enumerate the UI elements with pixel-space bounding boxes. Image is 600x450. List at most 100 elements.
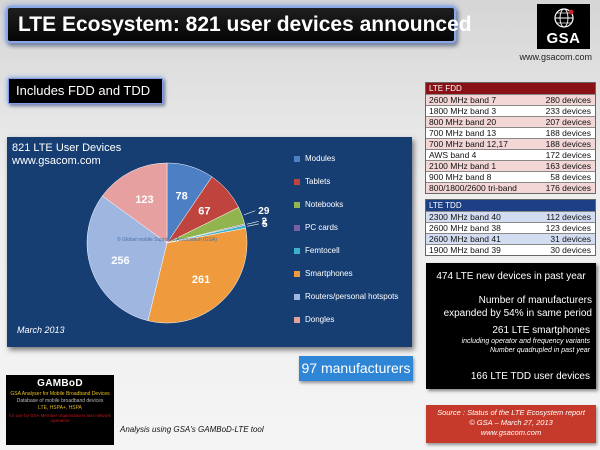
legend-swatch xyxy=(294,224,300,231)
legend-swatch xyxy=(294,270,300,277)
fdd-row: 800 MHz band 20 207 devices xyxy=(426,116,595,127)
globe-icon xyxy=(553,8,574,28)
tdd-count: 30 devices xyxy=(550,245,591,255)
legend-item: Notebooks xyxy=(294,193,412,216)
chart-subtitle: www.gsacom.com xyxy=(12,155,101,167)
fdd-table-header: LTE FDD xyxy=(426,83,595,94)
logo-text: GSA xyxy=(546,30,581,47)
fdd-tdd-badge: Includes FDD and TDD xyxy=(8,78,163,104)
chart-watermark: © Global mobile Suppliers Association (G… xyxy=(117,236,217,243)
fdd-band: 900 MHz band 8 xyxy=(429,172,492,182)
fdd-count: 233 devices xyxy=(545,106,591,116)
fdd-count: 188 devices xyxy=(545,128,591,138)
fdd-band: 2600 MHz band 7 xyxy=(429,95,497,105)
tdd-row: 2600 MHz band 41 31 devices xyxy=(426,233,595,244)
tdd-band: 2600 MHz band 41 xyxy=(429,234,501,244)
gambod-line3: LTE, HSPA+, HSPA xyxy=(38,405,82,411)
legend-item: Routers/personal hotspots xyxy=(294,285,412,308)
fdd-band: 800 MHz band 20 xyxy=(429,117,497,127)
legend-item: Modules xyxy=(294,147,412,170)
fdd-count: 207 devices xyxy=(545,117,591,127)
tdd-band: 2300 MHz band 40 xyxy=(429,212,501,222)
stats-box: 474 LTE new devices in past year Number … xyxy=(426,263,596,389)
pie-slice-smartphones xyxy=(147,227,248,324)
fdd-row: 700 MHz band 13 188 devices xyxy=(426,127,595,138)
lte-tdd-table: LTE TDD 2300 MHz band 40 112 devices 2600 … xyxy=(425,199,596,256)
chart-title: 821 LTE User Devices xyxy=(12,142,122,154)
legend-label: Tablets xyxy=(305,177,331,186)
fdd-row: 700 MHz band 12,17 188 devices xyxy=(426,138,595,149)
fdd-band: 2100 MHz band 1 xyxy=(429,161,497,171)
legend-item: Smartphones xyxy=(294,262,412,285)
pie-value-label: 256 xyxy=(111,255,129,267)
fdd-count: 163 devices xyxy=(545,161,591,171)
tdd-row: 1900 MHz band 39 30 devices xyxy=(426,244,595,255)
legend-label: Routers/personal hotspots xyxy=(305,292,399,301)
fdd-row: 900 MHz band 8 58 devices xyxy=(426,171,595,182)
legend-swatch xyxy=(294,293,300,300)
legend-item: Femtocell xyxy=(294,239,412,262)
fdd-row: 1800 MHz band 3 233 devices xyxy=(426,105,595,116)
stat-smartphones-note2: Number quadrupled in past year xyxy=(489,347,590,354)
tdd-count: 123 devices xyxy=(545,223,591,233)
pie-value-label: 123 xyxy=(135,194,153,206)
pie-slice-routers-personal-hotspots xyxy=(86,195,168,321)
tdd-count: 112 devices xyxy=(546,212,591,222)
pie-value-label: 67 xyxy=(198,205,210,217)
fdd-band: 1800 MHz band 3 xyxy=(429,106,497,116)
page-title: LTE Ecosystem: 821 user devices announce… xyxy=(6,6,472,43)
source-website: www.gsacom.com xyxy=(480,428,542,437)
fdd-band: 700 MHz band 13 xyxy=(429,128,497,138)
fdd-row: 2100 MHz band 1 163 devices xyxy=(426,160,595,171)
tdd-count: 31 devices xyxy=(550,234,591,244)
fdd-count: 188 devices xyxy=(545,139,591,149)
fdd-count: 280 devices xyxy=(545,95,591,105)
legend-label: PC cards xyxy=(305,223,338,232)
legend-label: Smartphones xyxy=(305,269,353,278)
legend-label: Notebooks xyxy=(305,200,344,209)
gambod-logo: GAMBoD GSA Analyser for Mobile Broadband… xyxy=(6,375,114,445)
tdd-table-header: LTE TDD xyxy=(426,200,595,211)
gambod-line1: GSA Analyser for Mobile Broadband Device… xyxy=(10,391,110,397)
tdd-row: 2300 MHz band 40 112 devices xyxy=(426,211,595,222)
stat-smartphones-note: including operator and frequency variant… xyxy=(461,338,590,345)
fdd-row: AWS band 4 172 devices xyxy=(426,149,595,160)
gambod-line4: for use by GSA Member organisations and … xyxy=(9,413,111,423)
source-line: Source : Status of the LTE Ecosystem rep… xyxy=(437,408,585,417)
source-copyright: © GSA – March 27, 2013 xyxy=(469,418,553,427)
fdd-count: 176 devices xyxy=(545,183,591,193)
gambod-title: GAMBoD xyxy=(37,378,83,389)
manufacturers-badge: 97 manufacturers xyxy=(299,356,413,381)
pie-leader-line xyxy=(246,221,259,225)
pie-value-label: 5 xyxy=(262,219,268,230)
stat-tdd-devices: 166 LTE TDD user devices xyxy=(470,371,590,382)
legend-swatch xyxy=(294,201,300,208)
tdd-row: 2600 MHz band 38 123 devices xyxy=(426,222,595,233)
legend-swatch xyxy=(294,247,300,254)
pie-leader-line xyxy=(243,210,256,216)
gambod-line2: Database of mobile broadband devices xyxy=(16,398,104,404)
legend-label: Dongles xyxy=(305,315,335,324)
legend-swatch xyxy=(294,316,300,323)
pie-value-label: 29 xyxy=(258,206,270,217)
fdd-band: 700 MHz band 12,17 xyxy=(429,139,508,149)
fdd-band: 800/1800/2600 tri-band xyxy=(429,183,517,193)
lte-fdd-table: LTE FDD 2600 MHz band 7 280 devices 1800 M… xyxy=(425,82,596,194)
fdd-row: 800/1800/2600 tri-band 176 devices xyxy=(426,182,595,193)
source-box: Source : Status of the LTE Ecosystem rep… xyxy=(426,405,596,443)
pie-chart-panel: 78 67 29 2 5 261 256 123 © Global mobile Suppli… xyxy=(7,137,412,347)
legend-label: Modules xyxy=(305,154,336,163)
chart-legend: Modules Tablets Notebooks PC cards Femtocell… xyxy=(294,147,412,331)
pie-value-label: 78 xyxy=(175,191,187,203)
tdd-band: 2600 MHz band 38 xyxy=(429,223,501,233)
website-link[interactable]: www.gsacom.com xyxy=(519,52,592,62)
legend-item: PC cards xyxy=(294,216,412,239)
chart-date: March 2013 xyxy=(17,325,65,335)
tdd-band: 1900 MHz band 39 xyxy=(429,245,501,255)
legend-swatch xyxy=(294,155,300,162)
fdd-count: 172 devices xyxy=(545,150,591,160)
fdd-band: AWS band 4 xyxy=(429,150,477,160)
stat-new-devices: 474 LTE new devices in past year xyxy=(436,271,586,282)
legend-item: Dongles xyxy=(294,308,412,331)
stat-manufacturers: Number of manufacturers expanded by 54% … xyxy=(443,295,592,319)
